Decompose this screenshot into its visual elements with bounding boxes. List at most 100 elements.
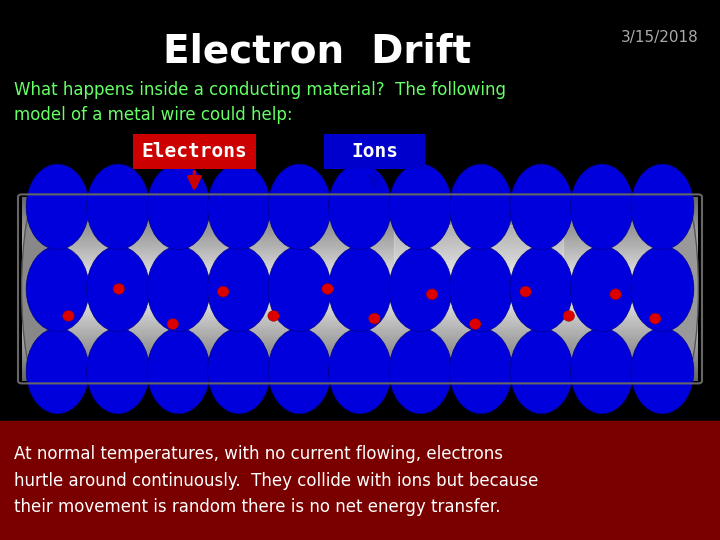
Bar [22,280,698,281]
Bar [22,366,698,367]
Ellipse shape [666,197,698,381]
Bar [22,357,698,358]
Bar [22,230,698,231]
Bar [22,348,698,349]
Ellipse shape [86,246,150,332]
Bar [22,291,698,292]
Bar [22,301,698,302]
Bar [22,354,698,355]
Ellipse shape [510,246,573,332]
Bar [22,212,698,213]
Ellipse shape [389,246,452,332]
Bar [22,375,698,376]
Bar [22,225,698,226]
Ellipse shape [426,289,438,300]
Bar [22,303,698,305]
Bar [22,284,698,285]
Bar [22,346,698,347]
Bar [22,273,698,274]
Bar [22,265,698,266]
Bar [22,242,698,243]
Bar [22,302,698,303]
Bar [22,259,698,260]
Bar [22,240,698,241]
Bar [22,322,698,323]
Bar [394,225,563,280]
Bar [22,324,698,325]
Ellipse shape [570,246,634,332]
Bar [22,253,698,254]
Bar [22,251,698,252]
Ellipse shape [328,246,392,332]
Text: 3/15/2018: 3/15/2018 [621,30,698,45]
Ellipse shape [520,286,531,297]
Bar [22,244,698,245]
Bar [22,326,698,327]
Bar [22,199,698,200]
Bar [22,359,698,360]
Ellipse shape [649,313,661,324]
Bar [22,328,698,329]
Ellipse shape [217,286,229,297]
Ellipse shape [268,310,279,321]
Bar [22,330,698,331]
Bar [22,342,698,343]
Ellipse shape [147,164,210,249]
Bar [22,248,698,249]
Bar [22,336,698,338]
Bar [22,210,698,211]
Bar [22,262,698,263]
Bar [22,374,698,375]
Bar [22,310,698,311]
Bar [22,229,698,230]
Bar [22,224,698,225]
Bar [22,263,698,264]
Bar [22,297,698,298]
Ellipse shape [631,164,694,249]
Bar [22,222,698,223]
Bar [22,243,698,244]
Bar [22,201,698,202]
Bar [22,285,698,286]
Bar [22,255,698,256]
Bar [22,380,698,381]
Bar [22,241,698,242]
Bar [22,355,698,356]
Bar [22,368,698,369]
Bar [22,339,698,340]
Bar [0,421,720,540]
Bar [22,261,698,262]
Bar [22,341,698,342]
Bar [22,312,698,313]
Ellipse shape [147,328,210,414]
Bar [22,232,698,233]
Bar [22,345,698,346]
Ellipse shape [268,328,331,414]
Bar [22,207,698,208]
Bar [22,340,698,341]
Bar [22,378,698,379]
Bar [22,331,698,332]
Bar [22,306,698,307]
Ellipse shape [207,246,271,332]
Ellipse shape [86,164,150,249]
Bar [22,217,698,218]
Bar [22,208,698,209]
Bar [22,372,698,373]
Bar [22,373,698,374]
Bar [22,198,698,199]
Bar [22,309,698,310]
Ellipse shape [63,310,74,321]
Bar [22,294,698,295]
Bar [22,363,698,364]
Bar [22,362,698,363]
Bar [22,220,698,221]
Ellipse shape [449,164,513,249]
Bar [22,313,698,314]
Bar [22,352,698,353]
Bar [22,299,698,300]
Bar [22,296,698,297]
Bar [22,361,698,362]
Text: Electron  Drift: Electron Drift [163,32,471,70]
Bar [22,316,698,318]
